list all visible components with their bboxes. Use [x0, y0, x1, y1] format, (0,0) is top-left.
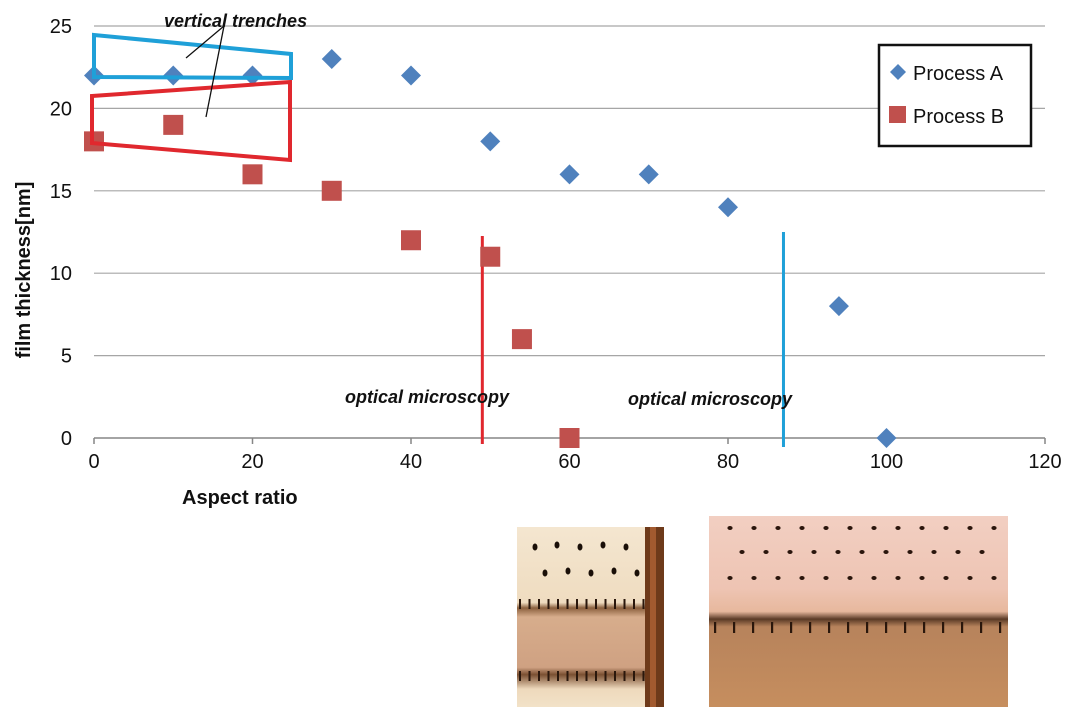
process-b-point-4: [401, 230, 421, 251]
x-tick-label-100: 100: [870, 451, 903, 473]
x-tick-label-120: 120: [1028, 451, 1061, 473]
legend-label-process-a: Process A: [913, 63, 1004, 85]
y-tick-label-0: 0: [61, 428, 72, 450]
legend-label-process-b: Process B: [913, 106, 1004, 128]
process-a-point-10: [876, 428, 897, 448]
vertical-trenches-label: vertical trenches: [164, 11, 307, 31]
x-tick-label-0: 0: [88, 451, 99, 473]
legend-square-icon: [889, 106, 906, 123]
process-a-point-6: [559, 164, 580, 185]
process-a-point-9: [828, 296, 849, 317]
red-trench-outline: [90, 79, 292, 163]
x-tick-label-40: 40: [400, 451, 422, 473]
process-b-point-3: [321, 180, 342, 201]
optical-microscopy-label-blue: optical microscopy: [628, 389, 793, 409]
y-tick-label-20: 20: [50, 98, 72, 120]
blue-trench-outline: [92, 32, 293, 81]
process-b-point-6: [511, 329, 532, 350]
y-tick-label-25: 25: [50, 16, 72, 38]
optical-microscopy-label-red: optical microscopy: [345, 387, 510, 407]
y-tick-label-10: 10: [50, 263, 72, 285]
legend-box: [877, 43, 1033, 148]
y-tick-label-5: 5: [61, 346, 72, 368]
data-markers: [84, 48, 897, 448]
x-tick-label-60: 60: [558, 451, 580, 473]
microscopy-photo-left: [517, 527, 664, 707]
trench-pointer-line-2: [205, 25, 225, 118]
process-a-point-8: [718, 197, 738, 218]
process-a-point-4: [401, 65, 421, 86]
microscopy-photo-right: [709, 516, 1008, 707]
trench-pointer-line-1: [185, 25, 225, 59]
process-b-point-5: [480, 246, 501, 267]
x-tick-label-20: 20: [241, 451, 263, 473]
tick-labels: 0 20 40 60 80 100 120 0 5 10 15 20 25: [50, 16, 1062, 473]
process-a-point-7: [638, 164, 659, 185]
y-tick-label-15: 15: [50, 181, 72, 203]
y-axis-title: film thickness[nm]: [13, 182, 35, 359]
process-a-point-2: [242, 65, 263, 86]
process-a-point-5: [480, 131, 501, 152]
x-axis-title: Aspect ratio: [182, 487, 298, 509]
process-b-point-1: [163, 114, 184, 135]
process-a-point-3: [321, 48, 342, 69]
legend: Process A Process B: [877, 43, 1033, 148]
process-b-point-7: [559, 428, 580, 448]
x-tick-label-80: 80: [717, 451, 739, 473]
legend-diamond-icon: [890, 64, 906, 80]
trench-outlines: [90, 25, 293, 163]
process-b-point-2: [242, 164, 263, 185]
